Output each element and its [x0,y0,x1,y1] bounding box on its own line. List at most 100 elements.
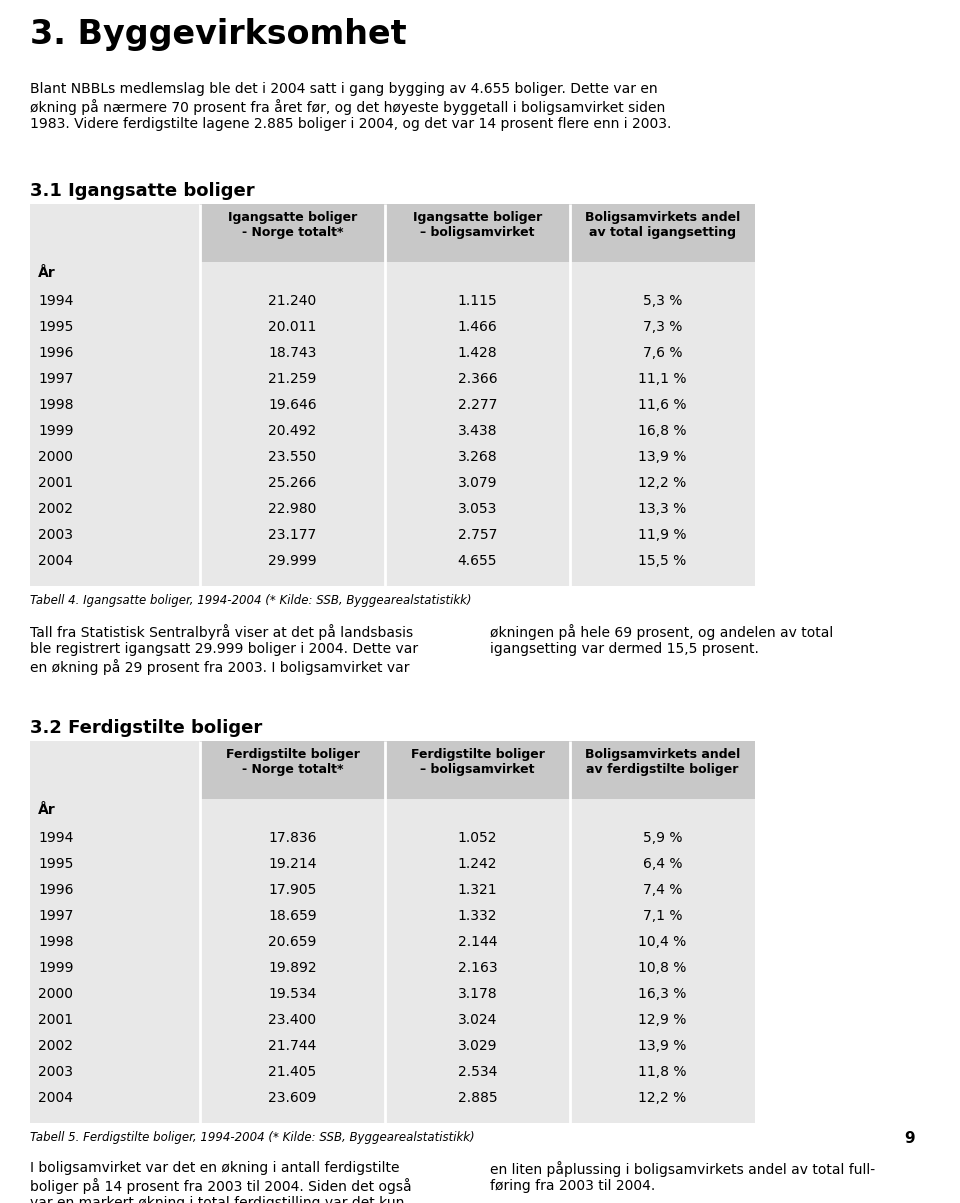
Text: År: År [38,266,56,280]
Text: 18.743: 18.743 [268,346,317,360]
Text: 2000: 2000 [38,986,73,1001]
Text: 19.534: 19.534 [268,986,317,1001]
Text: 20.659: 20.659 [268,935,317,949]
Text: Tabell 4. Igangsatte boliger, 1994-2004 (* Kilde: SSB, Byggearealstatistikk): Tabell 4. Igangsatte boliger, 1994-2004 … [30,594,471,608]
Text: 2002: 2002 [38,502,73,516]
Text: 3.079: 3.079 [458,476,497,490]
Text: 2.885: 2.885 [458,1091,497,1106]
Text: 9: 9 [904,1131,915,1146]
Text: 20.492: 20.492 [269,423,317,438]
Text: 1998: 1998 [38,398,74,411]
Text: 2004: 2004 [38,1091,73,1106]
Text: 1999: 1999 [38,423,74,438]
Text: 3.268: 3.268 [458,450,497,464]
Text: 2001: 2001 [38,1013,73,1027]
Text: 1994: 1994 [38,831,73,845]
Text: Tall fra Statistisk Sentralbyrå viser at det på landsbasis
ble registrert igangs: Tall fra Statistisk Sentralbyrå viser at… [30,624,419,675]
Text: 7,1 %: 7,1 % [643,909,683,923]
Text: 23.400: 23.400 [269,1013,317,1027]
Text: 7,4 %: 7,4 % [643,883,683,897]
Text: 2001: 2001 [38,476,73,490]
Text: 2000: 2000 [38,450,73,464]
Text: 2.534: 2.534 [458,1065,497,1079]
Text: 12,9 %: 12,9 % [638,1013,686,1027]
Text: 2.366: 2.366 [458,372,497,386]
Text: 18.659: 18.659 [268,909,317,923]
Text: 15,5 %: 15,5 % [638,555,686,568]
Text: 2.757: 2.757 [458,528,497,543]
Text: 25.266: 25.266 [268,476,317,490]
Text: 1997: 1997 [38,909,73,923]
Text: 1997: 1997 [38,372,73,386]
Text: 7,6 %: 7,6 % [643,346,683,360]
Text: 17.836: 17.836 [268,831,317,845]
Text: 1.052: 1.052 [458,831,497,845]
Text: Igangsatte boliger
– boligsamvirket: Igangsatte boliger – boligsamvirket [413,211,542,239]
Bar [200,741,755,799]
Text: 13,9 %: 13,9 % [638,450,686,464]
Bar [200,205,755,262]
Text: 19.646: 19.646 [268,398,317,411]
Text: 2004: 2004 [38,555,73,568]
Text: Boligsamvirkets andel
av ferdigstilte boliger: Boligsamvirkets andel av ferdigstilte bo… [585,748,740,776]
Text: 2.163: 2.163 [458,961,497,974]
Text: 2.144: 2.144 [458,935,497,949]
Text: 16,8 %: 16,8 % [638,423,686,438]
Text: 12,2 %: 12,2 % [638,476,686,490]
Text: 20.011: 20.011 [268,320,317,334]
Text: 2002: 2002 [38,1039,73,1053]
Text: 1.115: 1.115 [458,294,497,308]
Text: 1994: 1994 [38,294,73,308]
Text: en liten påplussing i boligsamvirkets andel av total full-
føring fra 2003 til 2: en liten påplussing i boligsamvirkets an… [490,1161,876,1193]
Text: 1996: 1996 [38,883,74,897]
Text: Blant NBBLs medlemslag ble det i 2004 satt i gang bygging av 4.655 boliger. Dett: Blant NBBLs medlemslag ble det i 2004 sa… [30,82,671,131]
Bar [30,741,755,1122]
Text: 1.242: 1.242 [458,857,497,871]
Text: 22.980: 22.980 [268,502,317,516]
Text: År: År [38,802,56,817]
Text: 3.053: 3.053 [458,502,497,516]
Text: 1.321: 1.321 [458,883,497,897]
Text: 5,3 %: 5,3 % [643,294,683,308]
Text: 13,3 %: 13,3 % [638,502,686,516]
Text: 10,8 %: 10,8 % [638,961,686,974]
Text: 21.744: 21.744 [269,1039,317,1053]
Text: 1995: 1995 [38,320,73,334]
Text: 1995: 1995 [38,857,73,871]
Text: 11,6 %: 11,6 % [638,398,686,411]
Text: økningen på hele 69 prosent, og andelen av total
igangsetting var dermed 15,5 pr: økningen på hele 69 prosent, og andelen … [490,624,833,656]
Text: Boligsamvirkets andel
av total igangsetting: Boligsamvirkets andel av total igangsett… [585,211,740,239]
Text: 21.259: 21.259 [268,372,317,386]
Text: 2003: 2003 [38,528,73,543]
Text: 2.277: 2.277 [458,398,497,411]
Text: 1998: 1998 [38,935,74,949]
Text: 3.1 Igangsatte boliger: 3.1 Igangsatte boliger [30,182,254,200]
Text: Tabell 5. Ferdigstilte boliger, 1994-2004 (* Kilde: SSB, Byggearealstatistikk): Tabell 5. Ferdigstilte boliger, 1994-200… [30,1131,474,1144]
Text: 21.240: 21.240 [269,294,317,308]
Text: 3. Byggevirksomhet: 3. Byggevirksomhet [30,18,407,51]
Text: Ferdigstilte boliger
– boligsamvirket: Ferdigstilte boliger – boligsamvirket [411,748,544,776]
Text: 1.466: 1.466 [458,320,497,334]
Text: 13,9 %: 13,9 % [638,1039,686,1053]
Text: 17.905: 17.905 [268,883,317,897]
Text: 1.332: 1.332 [458,909,497,923]
Text: 11,1 %: 11,1 % [638,372,686,386]
Text: 3.178: 3.178 [458,986,497,1001]
Text: Igangsatte boliger
- Norge totalt*: Igangsatte boliger - Norge totalt* [228,211,357,239]
Text: 23.550: 23.550 [269,450,317,464]
Text: 1999: 1999 [38,961,74,974]
Text: 19.214: 19.214 [268,857,317,871]
Text: 3.024: 3.024 [458,1013,497,1027]
Text: 2003: 2003 [38,1065,73,1079]
Text: 3.029: 3.029 [458,1039,497,1053]
Text: I boligsamvirket var det en økning i antall ferdigstilte
boliger på 14 prosent f: I boligsamvirket var det en økning i ant… [30,1161,412,1203]
Text: 29.999: 29.999 [268,555,317,568]
Text: 21.405: 21.405 [269,1065,317,1079]
Text: 1.428: 1.428 [458,346,497,360]
Text: 12,2 %: 12,2 % [638,1091,686,1106]
Text: 5,9 %: 5,9 % [643,831,683,845]
Text: 11,9 %: 11,9 % [638,528,686,543]
Text: Ferdigstilte boliger
- Norge totalt*: Ferdigstilte boliger - Norge totalt* [226,748,359,776]
Text: 23.609: 23.609 [268,1091,317,1106]
Text: 4.655: 4.655 [458,555,497,568]
